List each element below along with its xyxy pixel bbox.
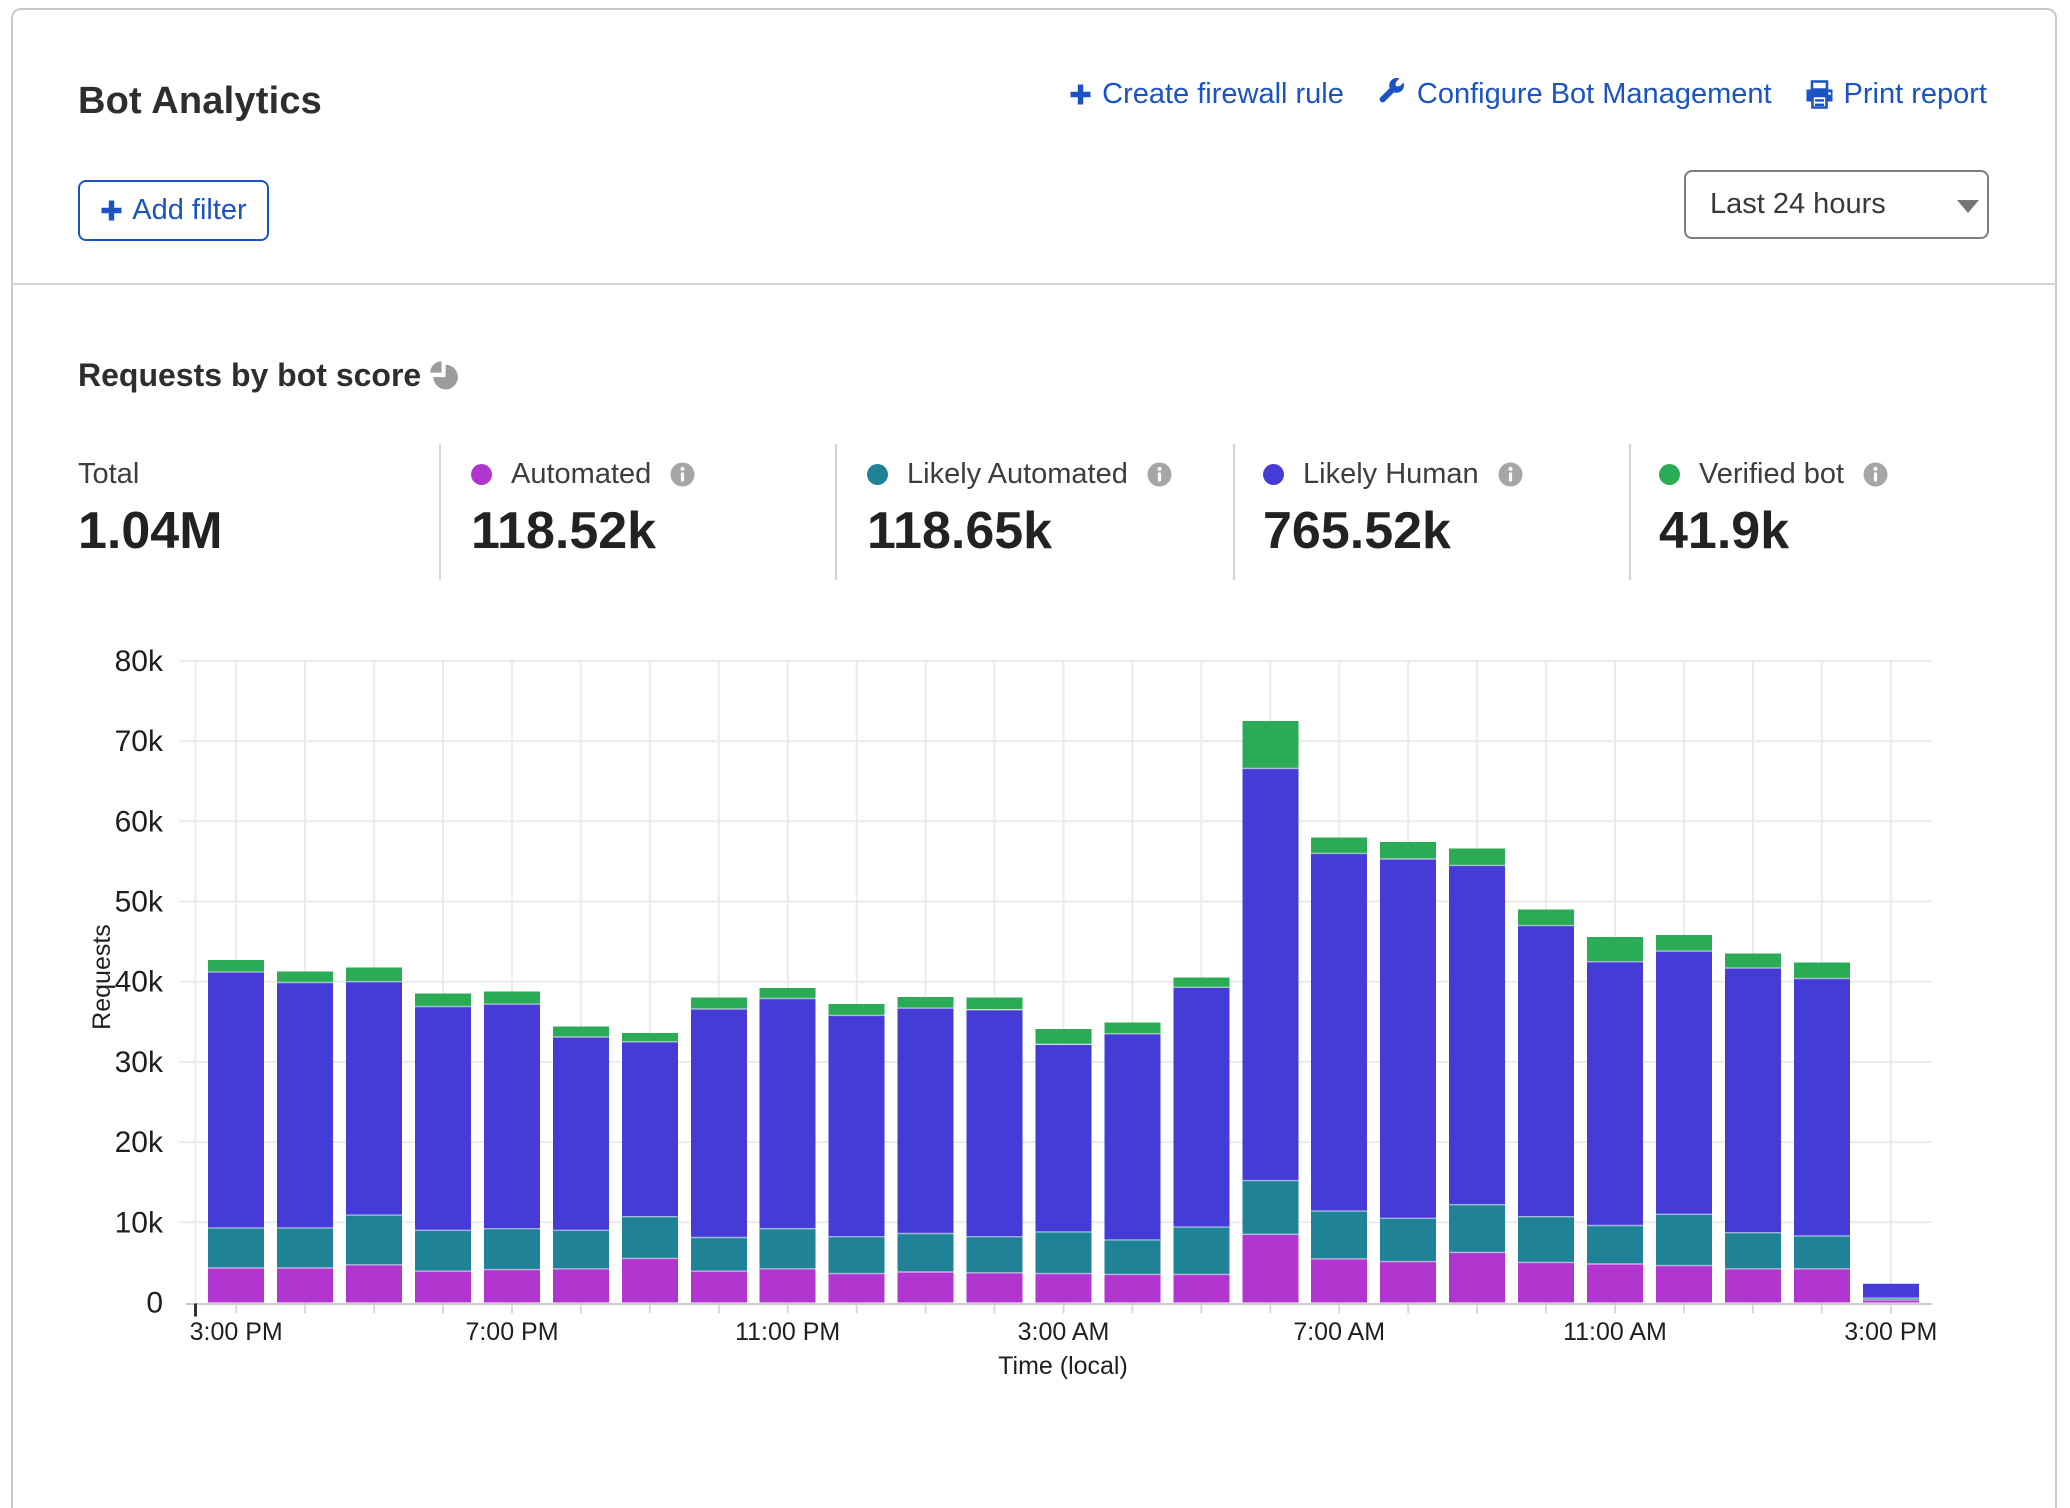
- svg-text:0: 0: [146, 1287, 163, 1320]
- svg-text:Requests: Requests: [88, 924, 116, 1030]
- svg-text:11:00 PM: 11:00 PM: [735, 1318, 840, 1346]
- svg-text:20k: 20k: [115, 1126, 164, 1159]
- svg-text:7:00 PM: 7:00 PM: [465, 1318, 558, 1346]
- svg-text:3:00 AM: 3:00 AM: [1018, 1318, 1110, 1346]
- svg-text:40k: 40k: [115, 966, 164, 999]
- svg-text:7:00 AM: 7:00 AM: [1293, 1318, 1385, 1346]
- svg-text:60k: 60k: [115, 805, 164, 838]
- svg-text:3:00 PM: 3:00 PM: [1844, 1318, 1937, 1346]
- svg-text:30k: 30k: [115, 1046, 164, 1079]
- svg-text:3:00 PM: 3:00 PM: [190, 1318, 283, 1346]
- svg-text:80k: 80k: [115, 645, 164, 678]
- svg-text:11:00 AM: 11:00 AM: [1563, 1318, 1667, 1346]
- svg-text:70k: 70k: [115, 725, 164, 758]
- svg-text:50k: 50k: [115, 886, 164, 919]
- svg-text:10k: 10k: [115, 1206, 164, 1239]
- svg-text:Time (local): Time (local): [998, 1352, 1128, 1380]
